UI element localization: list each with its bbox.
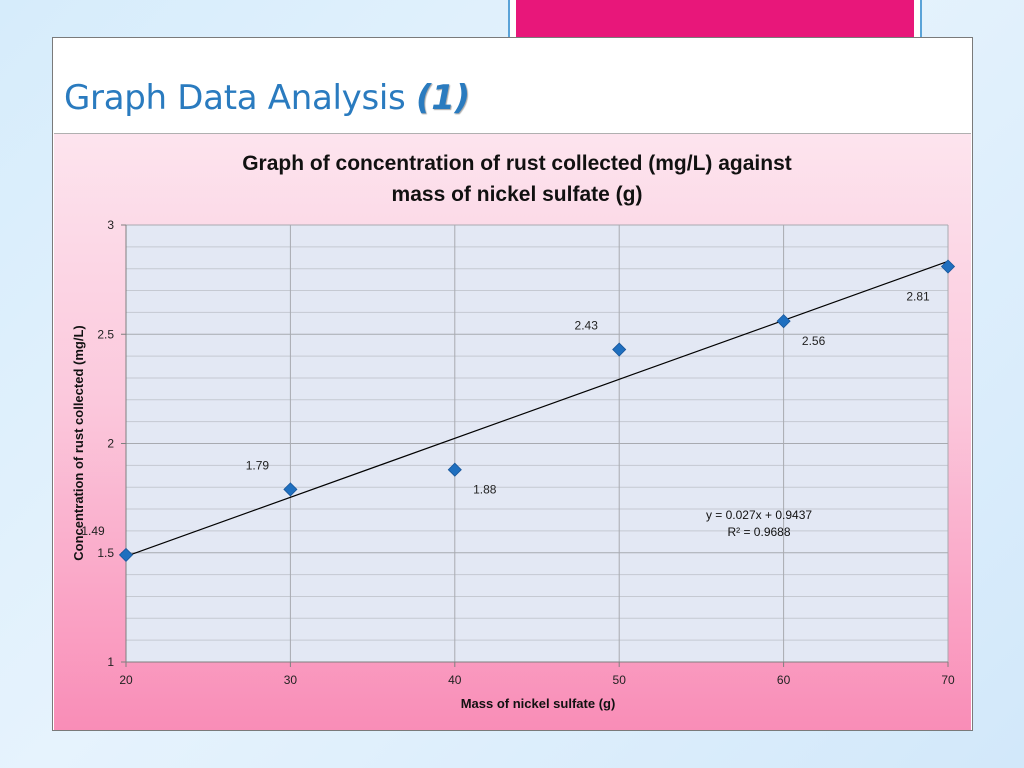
- x-tick-label: 60: [777, 673, 791, 687]
- x-axis-label: Mass of nickel sulfate (g): [461, 696, 616, 711]
- data-label: 1.49: [81, 524, 105, 538]
- data-label: 1.88: [473, 483, 497, 497]
- chart-title-line2: mass of nickel sulfate (g): [392, 183, 643, 206]
- chart-title-line1: Graph of concentration of rust collected…: [242, 152, 792, 175]
- page-title-number: (1): [416, 78, 470, 118]
- x-tick-label: 30: [284, 673, 298, 687]
- gridlines: [125, 224, 949, 663]
- scatter-chart: 1 1.5 2 2.5 3 20 30 40 50 60 70 1.49 1.79 1.88 2.43 2.…: [71, 152, 956, 711]
- data-point: [447, 462, 462, 477]
- trendline: [125, 260, 949, 557]
- x-tick-label: 20: [119, 673, 133, 687]
- x-tick-label: 70: [941, 673, 955, 687]
- x-tick-label: 50: [613, 673, 627, 687]
- y-tick-label: 2: [107, 437, 114, 451]
- data-point: [776, 314, 791, 329]
- trendline-r2: R² = 0.9688: [727, 525, 790, 539]
- y-tick-label: 1.5: [97, 546, 114, 560]
- page-title: Graph Data Analysis (1): [64, 78, 470, 118]
- y-tick-label: 1: [107, 655, 114, 669]
- x-tick-label: 40: [448, 673, 462, 687]
- data-point: [118, 547, 134, 563]
- y-axis-label: Concentration of rust collected (mg/L): [71, 325, 86, 560]
- axes: [121, 224, 949, 667]
- data-point: [612, 342, 627, 357]
- data-points: [118, 259, 956, 563]
- data-label: 2.43: [575, 319, 599, 333]
- y-tick-label: 2.5: [97, 327, 114, 341]
- y-tick-label: 3: [107, 218, 114, 232]
- data-label: 2.81: [906, 290, 930, 304]
- page-title-text: Graph Data Analysis: [64, 78, 406, 118]
- data-label: 2.56: [802, 334, 826, 348]
- trendline-equation: y = 0.027x + 0.9437: [706, 508, 812, 522]
- data-point: [940, 259, 956, 274]
- data-label: 1.79: [246, 458, 270, 472]
- tick-labels: 1 1.5 2 2.5 3 20 30 40 50 60 70: [97, 218, 955, 687]
- data-labels: 1.49 1.79 1.88 2.43 2.56 2.81: [81, 290, 930, 538]
- data-point: [283, 482, 298, 497]
